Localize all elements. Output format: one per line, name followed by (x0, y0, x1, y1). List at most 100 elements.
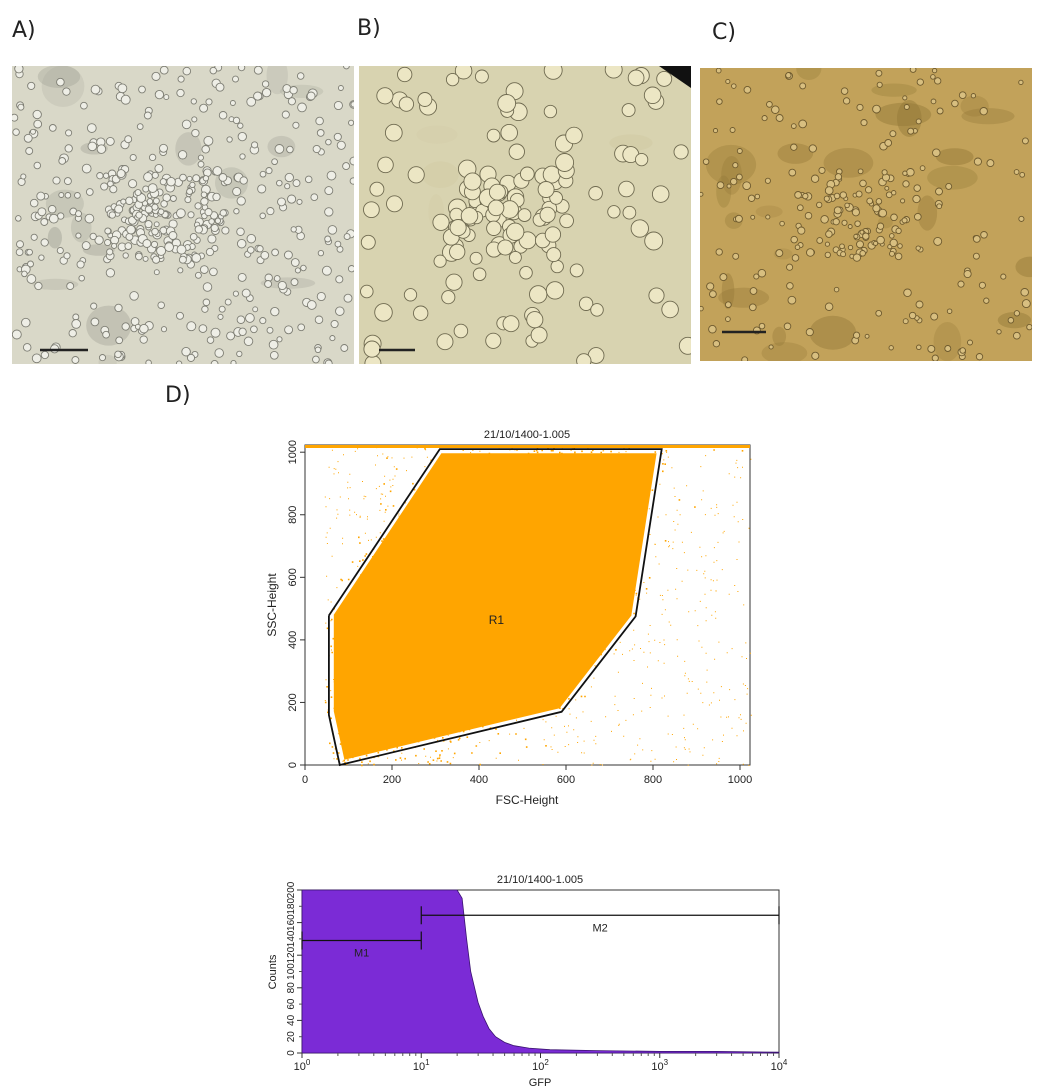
cell (857, 168, 864, 175)
cell (902, 180, 910, 188)
cell (758, 322, 766, 330)
cell (715, 68, 722, 74)
cell (90, 317, 100, 327)
cell (919, 165, 926, 171)
cell (237, 272, 247, 282)
cell (25, 147, 34, 155)
x-tick-label: 0 (302, 774, 308, 786)
cell (324, 207, 334, 217)
cell (187, 211, 195, 219)
cell (741, 356, 749, 361)
cell (889, 233, 895, 239)
cell (271, 248, 279, 257)
x-tick-label: 800 (644, 774, 662, 786)
cell (63, 177, 72, 186)
y-tick-label: 200 (286, 881, 297, 898)
cell (217, 313, 224, 320)
cell (336, 140, 346, 150)
cell (297, 323, 306, 332)
cell (15, 215, 22, 222)
cell (876, 81, 883, 88)
cell (16, 240, 24, 249)
cell (40, 350, 50, 360)
cell (901, 217, 908, 224)
cell (983, 297, 990, 304)
cell (125, 196, 134, 205)
cell (316, 291, 326, 302)
cell (578, 296, 594, 311)
cell (716, 181, 725, 190)
cell (555, 153, 575, 172)
cell (282, 84, 292, 93)
cell (847, 244, 854, 251)
micrograph-a (12, 66, 354, 364)
cell (889, 238, 898, 248)
cell (709, 290, 717, 298)
cell (152, 255, 161, 264)
x-tick-label: 600 (557, 774, 575, 786)
cell (333, 100, 343, 111)
cell (27, 260, 34, 268)
cell (191, 116, 198, 123)
cell (232, 290, 239, 297)
cell (306, 300, 317, 310)
cell (160, 200, 168, 208)
cell (260, 250, 270, 260)
cell (310, 193, 319, 202)
cell (40, 218, 49, 226)
cell (12, 113, 19, 122)
cell (853, 233, 859, 239)
cell (736, 173, 743, 181)
cell (708, 324, 717, 334)
cell (181, 346, 191, 357)
cell (397, 66, 413, 83)
cell (218, 305, 226, 313)
cell (700, 305, 704, 312)
cell (544, 226, 562, 243)
cell (29, 198, 39, 208)
cell (543, 66, 563, 80)
cell (200, 197, 209, 206)
cell (1012, 331, 1021, 340)
cell (866, 197, 874, 205)
cell (930, 98, 937, 105)
cell (246, 233, 257, 244)
cell (71, 356, 80, 364)
cell (202, 282, 213, 292)
cell (114, 303, 123, 313)
cell (824, 186, 834, 195)
cell (236, 227, 245, 236)
cell (135, 252, 143, 261)
cell (330, 319, 339, 329)
debris (772, 326, 787, 346)
micrograph-c (700, 68, 1032, 361)
cell (844, 202, 850, 209)
cell (517, 208, 532, 222)
cell (472, 267, 487, 282)
micrograph-background (700, 68, 1032, 361)
x-tick-label: 103 (651, 1058, 668, 1073)
cell (890, 213, 898, 222)
cell (349, 177, 354, 185)
cell (768, 344, 774, 350)
cell (403, 288, 418, 302)
debris (421, 161, 459, 189)
debris (1015, 256, 1032, 278)
histogram-area (301, 889, 780, 1054)
cell (297, 102, 307, 113)
cell (63, 252, 71, 260)
cell (157, 208, 165, 215)
cell (932, 148, 941, 157)
cell (840, 87, 849, 95)
cell (128, 179, 138, 189)
debris (896, 99, 922, 137)
cell (856, 240, 864, 249)
gfp-histogram: M1 M2 100 101 102 103 104 0 40 80 120 160 200 20 60 1… (267, 874, 788, 1089)
cell (284, 325, 294, 335)
y-tick-label: 600 (287, 568, 299, 586)
cell (81, 241, 91, 251)
cell (245, 313, 255, 323)
cell (102, 330, 110, 339)
cell (327, 225, 338, 235)
cell (94, 235, 104, 245)
